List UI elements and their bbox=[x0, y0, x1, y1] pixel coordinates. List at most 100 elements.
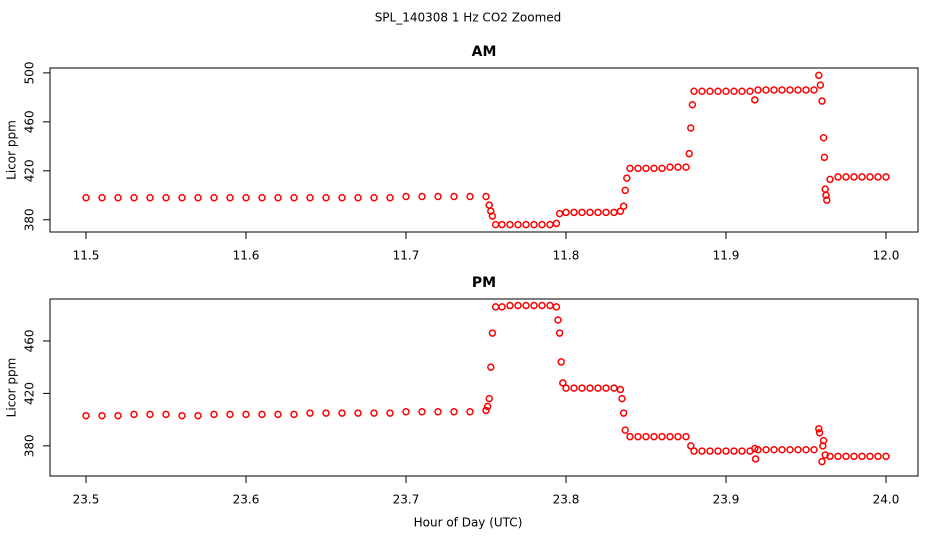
data-point bbox=[616, 385, 625, 394]
data-point bbox=[642, 164, 650, 173]
data-point bbox=[819, 134, 828, 142]
data-point bbox=[306, 193, 314, 202]
data-point bbox=[778, 446, 786, 454]
data-point bbox=[842, 173, 850, 181]
data-point bbox=[746, 87, 754, 96]
data-point bbox=[306, 409, 314, 417]
y-tick-label: 380 bbox=[23, 208, 37, 231]
data-point bbox=[386, 193, 394, 202]
data-point bbox=[586, 384, 594, 392]
data-point bbox=[434, 192, 442, 201]
data-point bbox=[178, 193, 186, 202]
data-point bbox=[530, 220, 538, 229]
data-point bbox=[538, 220, 546, 229]
y-axis-label: Licor ppm bbox=[5, 120, 19, 180]
data-point bbox=[834, 452, 842, 461]
data-point bbox=[850, 173, 858, 181]
data-point bbox=[450, 192, 458, 201]
data-point bbox=[146, 410, 154, 419]
data-point bbox=[258, 410, 266, 419]
x-tick-label: 23.5 bbox=[73, 493, 100, 507]
data-point bbox=[498, 220, 506, 229]
data-point bbox=[506, 220, 514, 229]
data-point bbox=[552, 219, 561, 228]
data-point bbox=[730, 87, 738, 96]
data-point bbox=[820, 153, 829, 162]
data-point bbox=[402, 408, 410, 416]
data-point bbox=[706, 447, 714, 455]
data-point bbox=[114, 411, 122, 420]
data-point bbox=[210, 193, 218, 202]
data-point bbox=[514, 301, 522, 310]
plot-frame bbox=[49, 67, 919, 233]
data-point bbox=[882, 173, 890, 181]
data-point bbox=[826, 175, 834, 184]
panel-title: PM bbox=[472, 275, 496, 291]
data-point bbox=[850, 452, 858, 461]
data-point bbox=[146, 193, 154, 202]
x-tick-label: 23.6 bbox=[233, 493, 260, 507]
x-tick-label: 24.0 bbox=[873, 493, 900, 507]
data-point bbox=[487, 363, 495, 371]
data-point bbox=[826, 452, 834, 461]
x-axis-label: Hour of Day (UTC) bbox=[414, 516, 523, 530]
data-point bbox=[816, 81, 825, 89]
data-point bbox=[586, 208, 594, 217]
x-tick-label: 12.0 bbox=[873, 249, 900, 263]
data-point bbox=[258, 193, 266, 202]
data-point bbox=[242, 193, 250, 202]
data-point bbox=[842, 452, 850, 461]
data-point bbox=[98, 193, 106, 202]
data-point bbox=[538, 301, 546, 310]
data-point bbox=[626, 432, 634, 441]
data-point bbox=[621, 186, 629, 195]
chart-title: SPL_140308 1 Hz CO2 Zoomed bbox=[375, 11, 562, 25]
data-point bbox=[738, 87, 746, 96]
data-point bbox=[626, 164, 634, 173]
data-point bbox=[619, 202, 628, 211]
data-point bbox=[162, 193, 170, 202]
data-point bbox=[370, 409, 378, 417]
data-point bbox=[162, 410, 170, 419]
data-point bbox=[322, 409, 330, 417]
data-point bbox=[618, 394, 626, 403]
data-point bbox=[674, 432, 682, 441]
data-point bbox=[130, 193, 138, 202]
data-point bbox=[687, 124, 695, 132]
x-tick-label: 23.8 bbox=[553, 493, 580, 507]
data-point bbox=[698, 447, 706, 455]
data-point bbox=[751, 96, 759, 104]
data-point bbox=[762, 446, 770, 454]
data-point bbox=[858, 452, 866, 461]
data-point bbox=[226, 193, 234, 202]
data-point bbox=[714, 447, 722, 455]
data-point bbox=[714, 87, 722, 96]
data-point bbox=[634, 164, 642, 173]
data-point bbox=[658, 164, 666, 173]
data-point bbox=[738, 447, 746, 455]
panel-title: AM bbox=[472, 44, 497, 60]
data-point bbox=[834, 173, 842, 181]
data-point bbox=[882, 452, 890, 461]
data-point bbox=[650, 432, 658, 441]
y-tick-label: 500 bbox=[23, 61, 37, 84]
data-point bbox=[751, 455, 760, 463]
data-point bbox=[485, 394, 493, 403]
data-point bbox=[530, 301, 538, 310]
data-point bbox=[402, 192, 410, 201]
data-point bbox=[354, 409, 362, 417]
x-tick-label: 23.7 bbox=[393, 493, 420, 507]
data-point bbox=[730, 447, 738, 455]
data-point bbox=[858, 173, 866, 181]
data-point bbox=[770, 86, 778, 94]
data-point bbox=[819, 436, 828, 445]
data-point bbox=[82, 411, 90, 420]
data-point bbox=[562, 384, 570, 392]
data-point bbox=[466, 408, 474, 416]
data-point bbox=[690, 447, 698, 455]
data-point bbox=[866, 173, 874, 181]
data-point bbox=[194, 193, 202, 202]
data-point bbox=[562, 208, 570, 217]
